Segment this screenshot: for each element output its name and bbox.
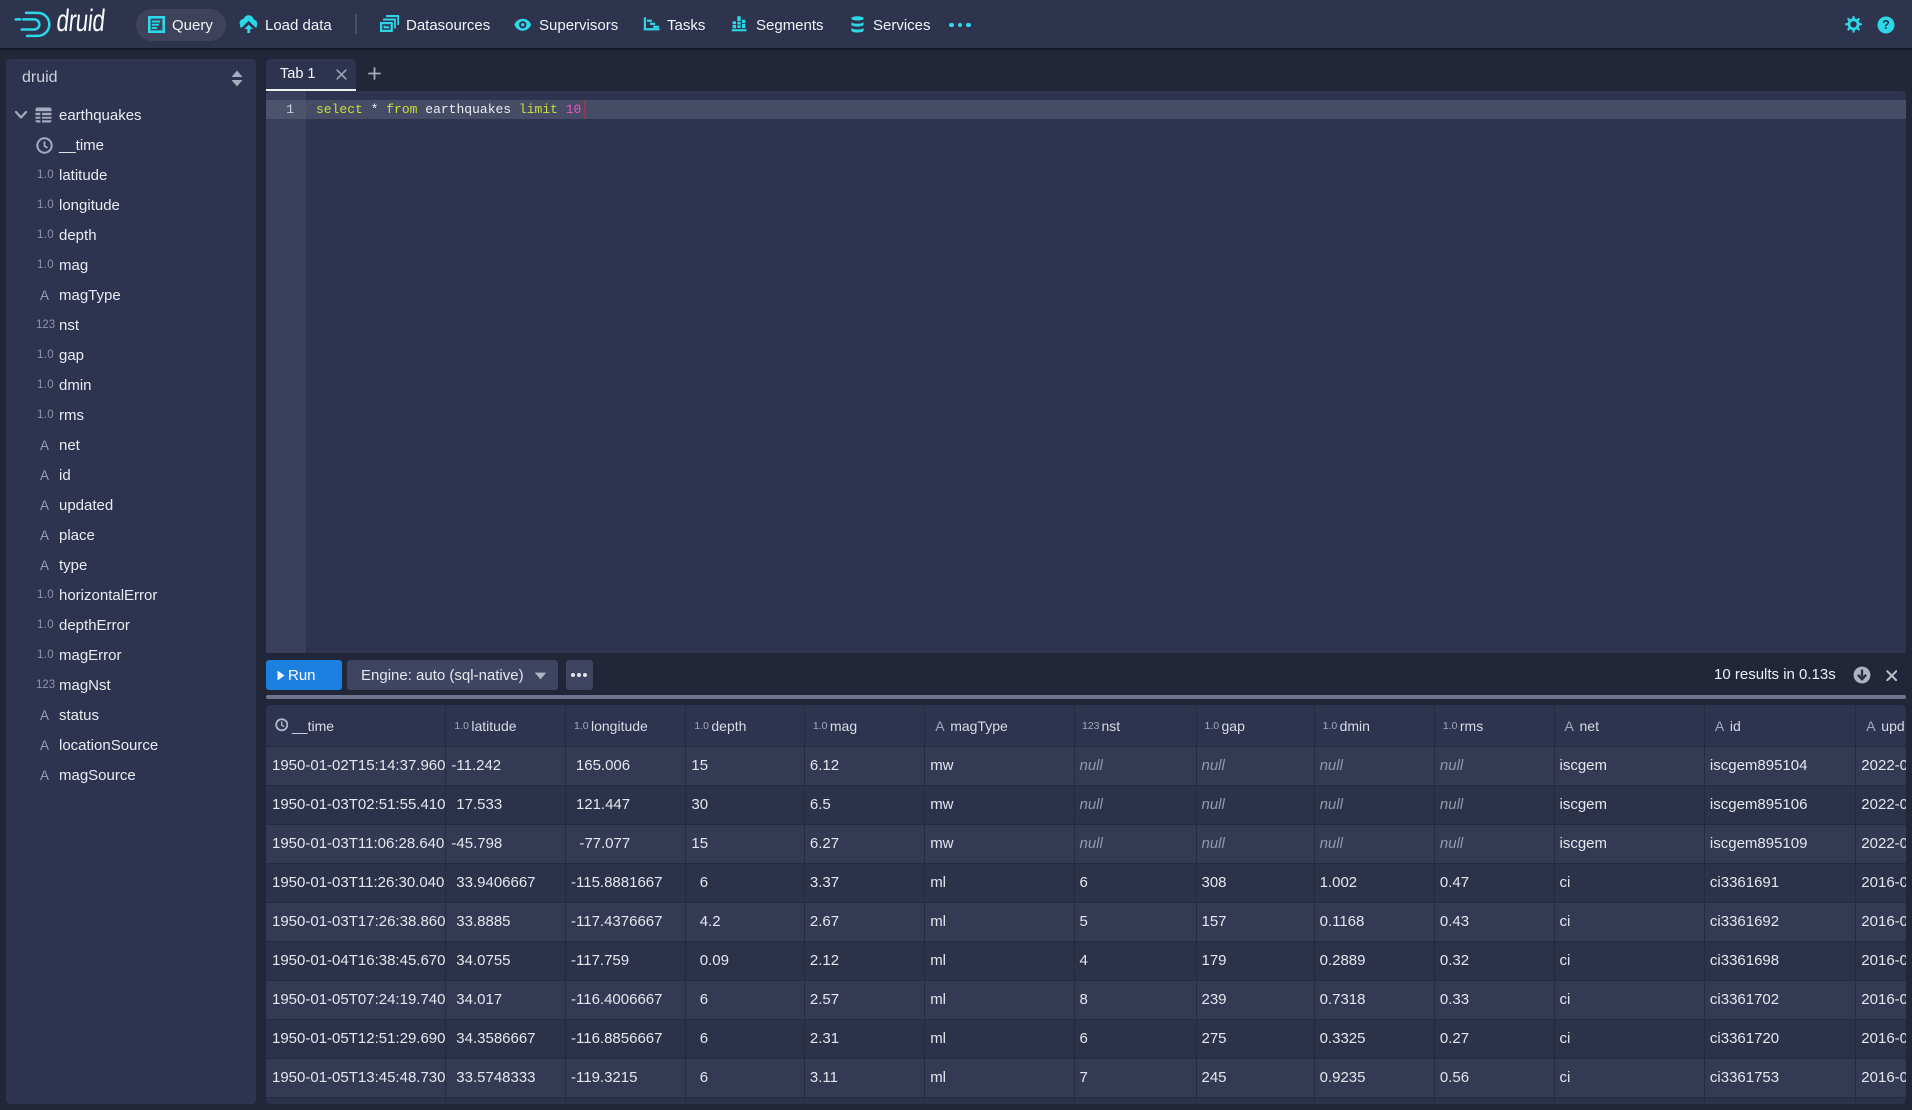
svg-text:?: ? xyxy=(1882,18,1890,32)
